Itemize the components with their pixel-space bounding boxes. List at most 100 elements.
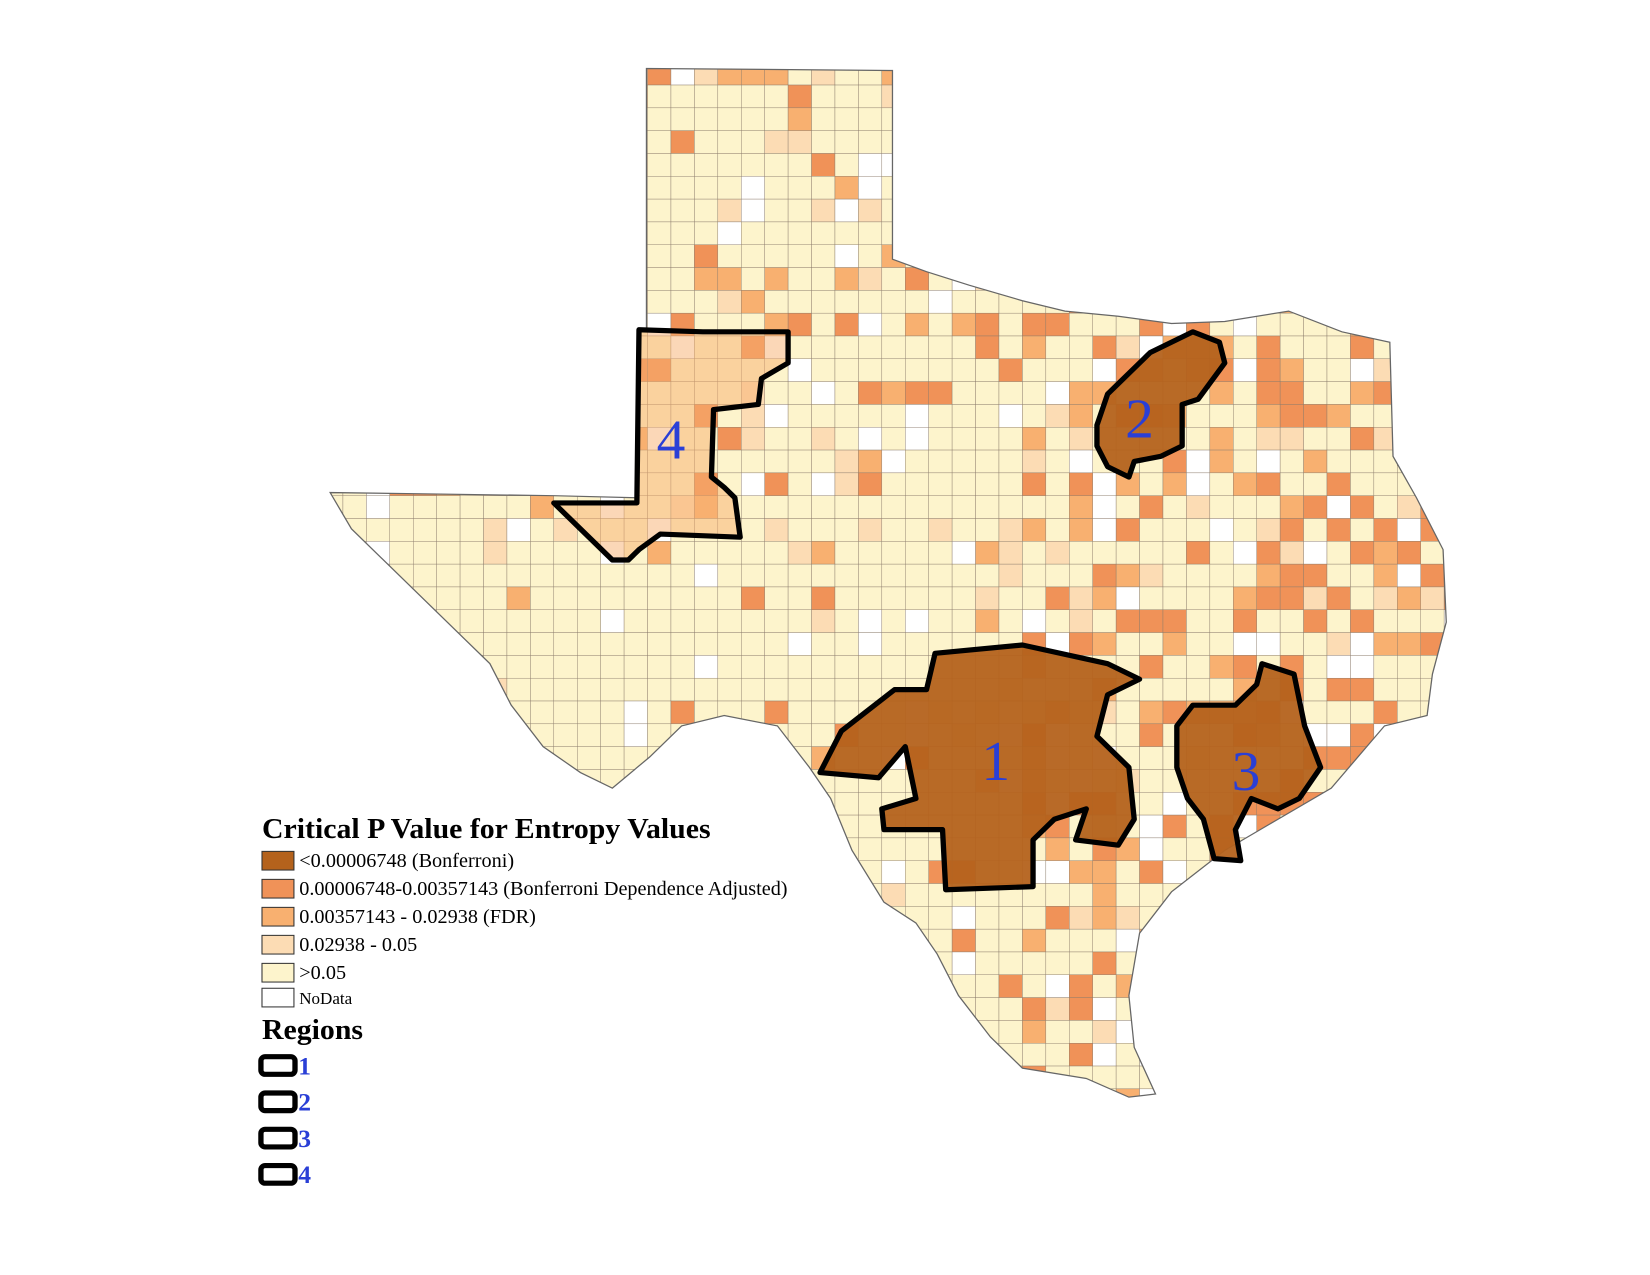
tract — [1326, 198, 1351, 223]
tract — [436, 84, 461, 109]
tract — [1139, 677, 1164, 702]
tract — [342, 84, 367, 109]
tract — [717, 176, 742, 200]
tract — [1350, 518, 1375, 542]
tract — [436, 221, 461, 245]
tract — [330, 221, 344, 245]
tract — [1303, 586, 1328, 610]
tract — [975, 586, 1000, 610]
tract — [1209, 860, 1234, 884]
tract — [1279, 449, 1304, 474]
tract — [1162, 1020, 1187, 1044]
tract — [483, 107, 508, 131]
tract — [1209, 1088, 1234, 1098]
tract — [1373, 107, 1398, 131]
tract — [670, 906, 695, 930]
tract — [694, 1043, 719, 1067]
tract — [764, 381, 789, 405]
tract — [975, 1088, 1000, 1098]
tract — [1326, 153, 1351, 177]
tract — [1303, 518, 1328, 542]
tract — [342, 1065, 367, 1090]
tract — [1350, 974, 1375, 998]
tract — [905, 130, 929, 154]
tract — [1209, 1043, 1234, 1067]
tract — [694, 198, 719, 223]
tract — [1233, 130, 1257, 154]
tract — [1162, 792, 1187, 816]
tract — [905, 883, 929, 907]
tract — [1045, 997, 1070, 1021]
tract — [1115, 928, 1140, 953]
tract — [1092, 84, 1117, 109]
tract — [717, 267, 742, 291]
tract — [1186, 632, 1211, 656]
tract — [1115, 176, 1140, 200]
tract — [1420, 1020, 1445, 1044]
tract — [881, 632, 906, 656]
tract — [1256, 541, 1281, 565]
tract — [366, 130, 391, 154]
tract — [1303, 974, 1328, 998]
tract — [1303, 700, 1328, 725]
tract — [1420, 1043, 1445, 1067]
tract — [530, 198, 555, 223]
tract — [694, 267, 719, 291]
tract — [1162, 1065, 1187, 1090]
tract — [436, 974, 461, 998]
tract — [1350, 1088, 1375, 1098]
tract — [1420, 746, 1445, 770]
tract — [577, 1088, 601, 1098]
tract — [1256, 632, 1281, 656]
tract — [951, 290, 976, 314]
tract — [1373, 244, 1398, 268]
tract — [1303, 84, 1328, 109]
tract — [764, 541, 789, 565]
tract — [1350, 290, 1375, 314]
tract — [834, 198, 859, 223]
tract — [811, 290, 836, 314]
tract — [1279, 84, 1304, 109]
tract — [330, 176, 344, 200]
tract — [1256, 586, 1281, 610]
tract — [905, 290, 929, 314]
tract — [717, 1043, 742, 1067]
tract — [389, 541, 414, 565]
tract — [1373, 677, 1398, 702]
tract — [881, 974, 906, 998]
tract — [670, 1020, 695, 1044]
tract — [330, 541, 344, 565]
tract — [506, 312, 531, 337]
tract — [1233, 244, 1257, 268]
tract — [811, 609, 836, 633]
tract — [928, 997, 953, 1021]
tract — [1092, 1043, 1117, 1067]
tract — [1279, 495, 1304, 519]
tract — [1186, 472, 1211, 496]
tract — [1115, 563, 1140, 588]
tract — [998, 381, 1023, 405]
tract — [1233, 997, 1257, 1021]
tract — [1162, 107, 1187, 131]
tract — [811, 335, 836, 360]
tract — [905, 632, 929, 656]
tract — [1420, 1065, 1445, 1090]
tract — [975, 130, 1000, 154]
tract — [530, 655, 555, 679]
tract — [1186, 176, 1211, 200]
tract — [1209, 1020, 1234, 1044]
tract — [834, 130, 859, 154]
tract — [1350, 1043, 1375, 1067]
tract — [787, 221, 812, 245]
tract — [1115, 1088, 1140, 1098]
tract — [436, 700, 461, 725]
tract — [905, 427, 929, 451]
tract — [1069, 84, 1093, 109]
tract — [811, 723, 836, 747]
tract — [1233, 518, 1257, 542]
tract — [858, 1065, 883, 1090]
tract — [811, 563, 836, 588]
tract — [530, 358, 555, 382]
tract — [1209, 312, 1234, 337]
tract — [834, 449, 859, 474]
